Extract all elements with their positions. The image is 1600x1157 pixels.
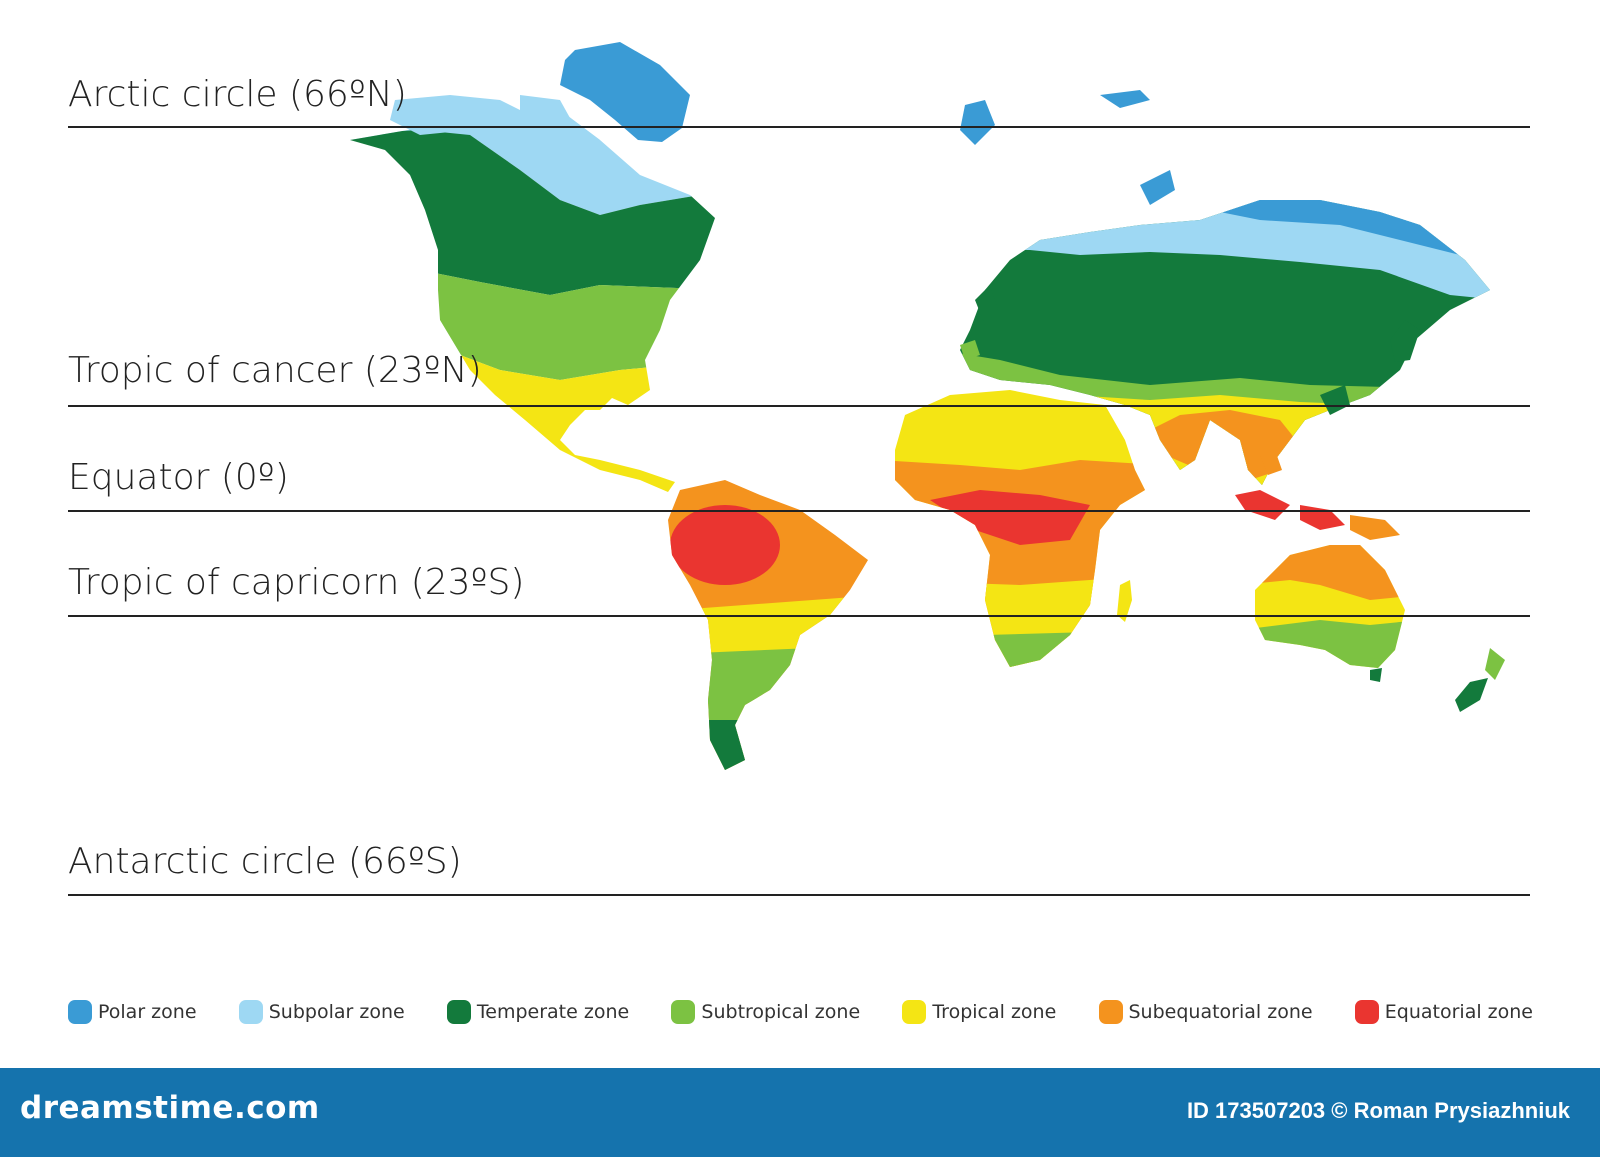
legend-label: Temperate zone (476, 1001, 630, 1023)
south-america (668, 480, 868, 770)
image-credit: ID 173507203 © Roman Prysiazhniuk (1186, 1098, 1570, 1123)
new-zealand (1370, 648, 1505, 712)
subtropical-swatch (671, 1000, 696, 1024)
antarctic-circle-line (68, 894, 1530, 896)
legend-item-equatorial: Equatorial zone (1354, 1000, 1533, 1024)
australia (1255, 545, 1405, 668)
legend-item-subpolar: Subpolar zone (238, 1000, 405, 1024)
equator-line (68, 510, 1530, 512)
legend-item-subequatorial: Subequatorial zone (1098, 1000, 1313, 1024)
world-climate-map (350, 42, 1505, 770)
tropic-of-cancer-label: Tropic of cancer (23ºN) (68, 350, 482, 391)
legend-label: Tropical zone (932, 1001, 1057, 1023)
legend-item-subtropical: Subtropical zone (671, 1000, 860, 1024)
legend-item-polar: Polar zone (68, 1000, 197, 1024)
legend-label: Polar zone (98, 1001, 197, 1023)
dreamstime-logo[interactable]: dreamstime.com (20, 1090, 320, 1126)
polar-swatch (68, 1000, 92, 1024)
footer-bar: dreamstime.com ID 173507203 © Roman Prys… (0, 1068, 1600, 1157)
tropical-swatch (902, 1000, 927, 1024)
arctic-circle-label: Arctic circle (66ºN) (68, 74, 407, 115)
subpolar-swatch (238, 1000, 263, 1024)
subequatorial-swatch (1098, 1000, 1123, 1024)
legend: Polar zone Subpolar zone Temperate zone … (68, 1000, 1533, 1024)
legend-item-temperate: Temperate zone (446, 1000, 630, 1024)
tropic-of-capricorn-label: Tropic of capricorn (23ºS) (68, 562, 525, 603)
arctic-circle-line (68, 126, 1530, 128)
equator-label: Equator (0º) (68, 457, 289, 498)
legend-label: Subtropical zone (701, 1001, 861, 1023)
legend-label: Equatorial zone (1384, 1001, 1533, 1023)
africa (895, 390, 1145, 667)
legend-label: Subpolar zone (268, 1001, 405, 1023)
temperate-swatch (446, 1000, 471, 1024)
tropic-of-capricorn-line (68, 615, 1530, 617)
legend-item-tropical: Tropical zone (902, 1000, 1056, 1024)
arctic-islands (390, 95, 570, 140)
equatorial-swatch (1354, 1000, 1379, 1024)
tropic-of-cancer-line (68, 405, 1530, 407)
antarctic-circle-label: Antarctic circle (66ºS) (68, 841, 462, 882)
north-america (350, 110, 715, 492)
legend-label: Subequatorial zone (1128, 1001, 1313, 1023)
madagascar (1117, 580, 1132, 622)
